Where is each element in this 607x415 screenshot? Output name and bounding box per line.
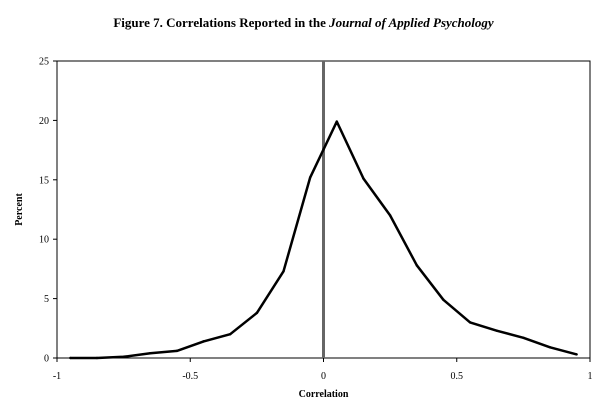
x-tick-label: 0 [321, 371, 326, 382]
data-point [468, 321, 472, 324]
data-point [415, 264, 418, 267]
data-point [282, 270, 285, 273]
data-point [95, 356, 99, 360]
y-tick-label: 0 [44, 354, 49, 365]
x-tick-label: -1 [53, 371, 61, 382]
data-point [335, 120, 339, 123]
y-axis-label: Percent [14, 193, 25, 226]
x-axis: -1 -0.5 0 0.5 1 [53, 358, 593, 382]
data-point [202, 340, 205, 343]
chart-title-journal: Journal of Applied Psychology [329, 15, 494, 30]
x-tick-label: 1 [588, 371, 593, 382]
series-points [69, 120, 578, 360]
data-point [255, 311, 259, 315]
data-point [522, 336, 525, 340]
data-point [229, 333, 232, 336]
data-point [149, 352, 152, 355]
data-point [575, 353, 578, 356]
data-point [308, 176, 312, 179]
series-line [70, 120, 578, 360]
data-point [175, 349, 179, 353]
x-axis-label: Correlation [299, 389, 349, 400]
x-tick-label: 0.5 [451, 371, 464, 382]
y-axis: 0 5 10 15 20 25 [39, 57, 57, 365]
data-point [122, 355, 125, 359]
chart-title-text: Figure 7. Correlations Reported in the [113, 15, 330, 30]
y-tick-label: 5 [44, 294, 49, 305]
data-point [442, 298, 445, 301]
data-point [495, 329, 498, 332]
y-tick-label: 10 [39, 235, 49, 246]
data-point [362, 177, 365, 180]
chart-title: Figure 7. Correlations Reported in the J… [0, 14, 607, 32]
y-tick-label: 20 [39, 116, 49, 127]
data-point [69, 356, 72, 360]
data-point [548, 346, 552, 349]
data-point [388, 214, 392, 217]
x-tick-label: -0.5 [182, 371, 198, 382]
y-tick-label: 15 [39, 175, 49, 186]
y-tick-label: 25 [39, 57, 49, 68]
